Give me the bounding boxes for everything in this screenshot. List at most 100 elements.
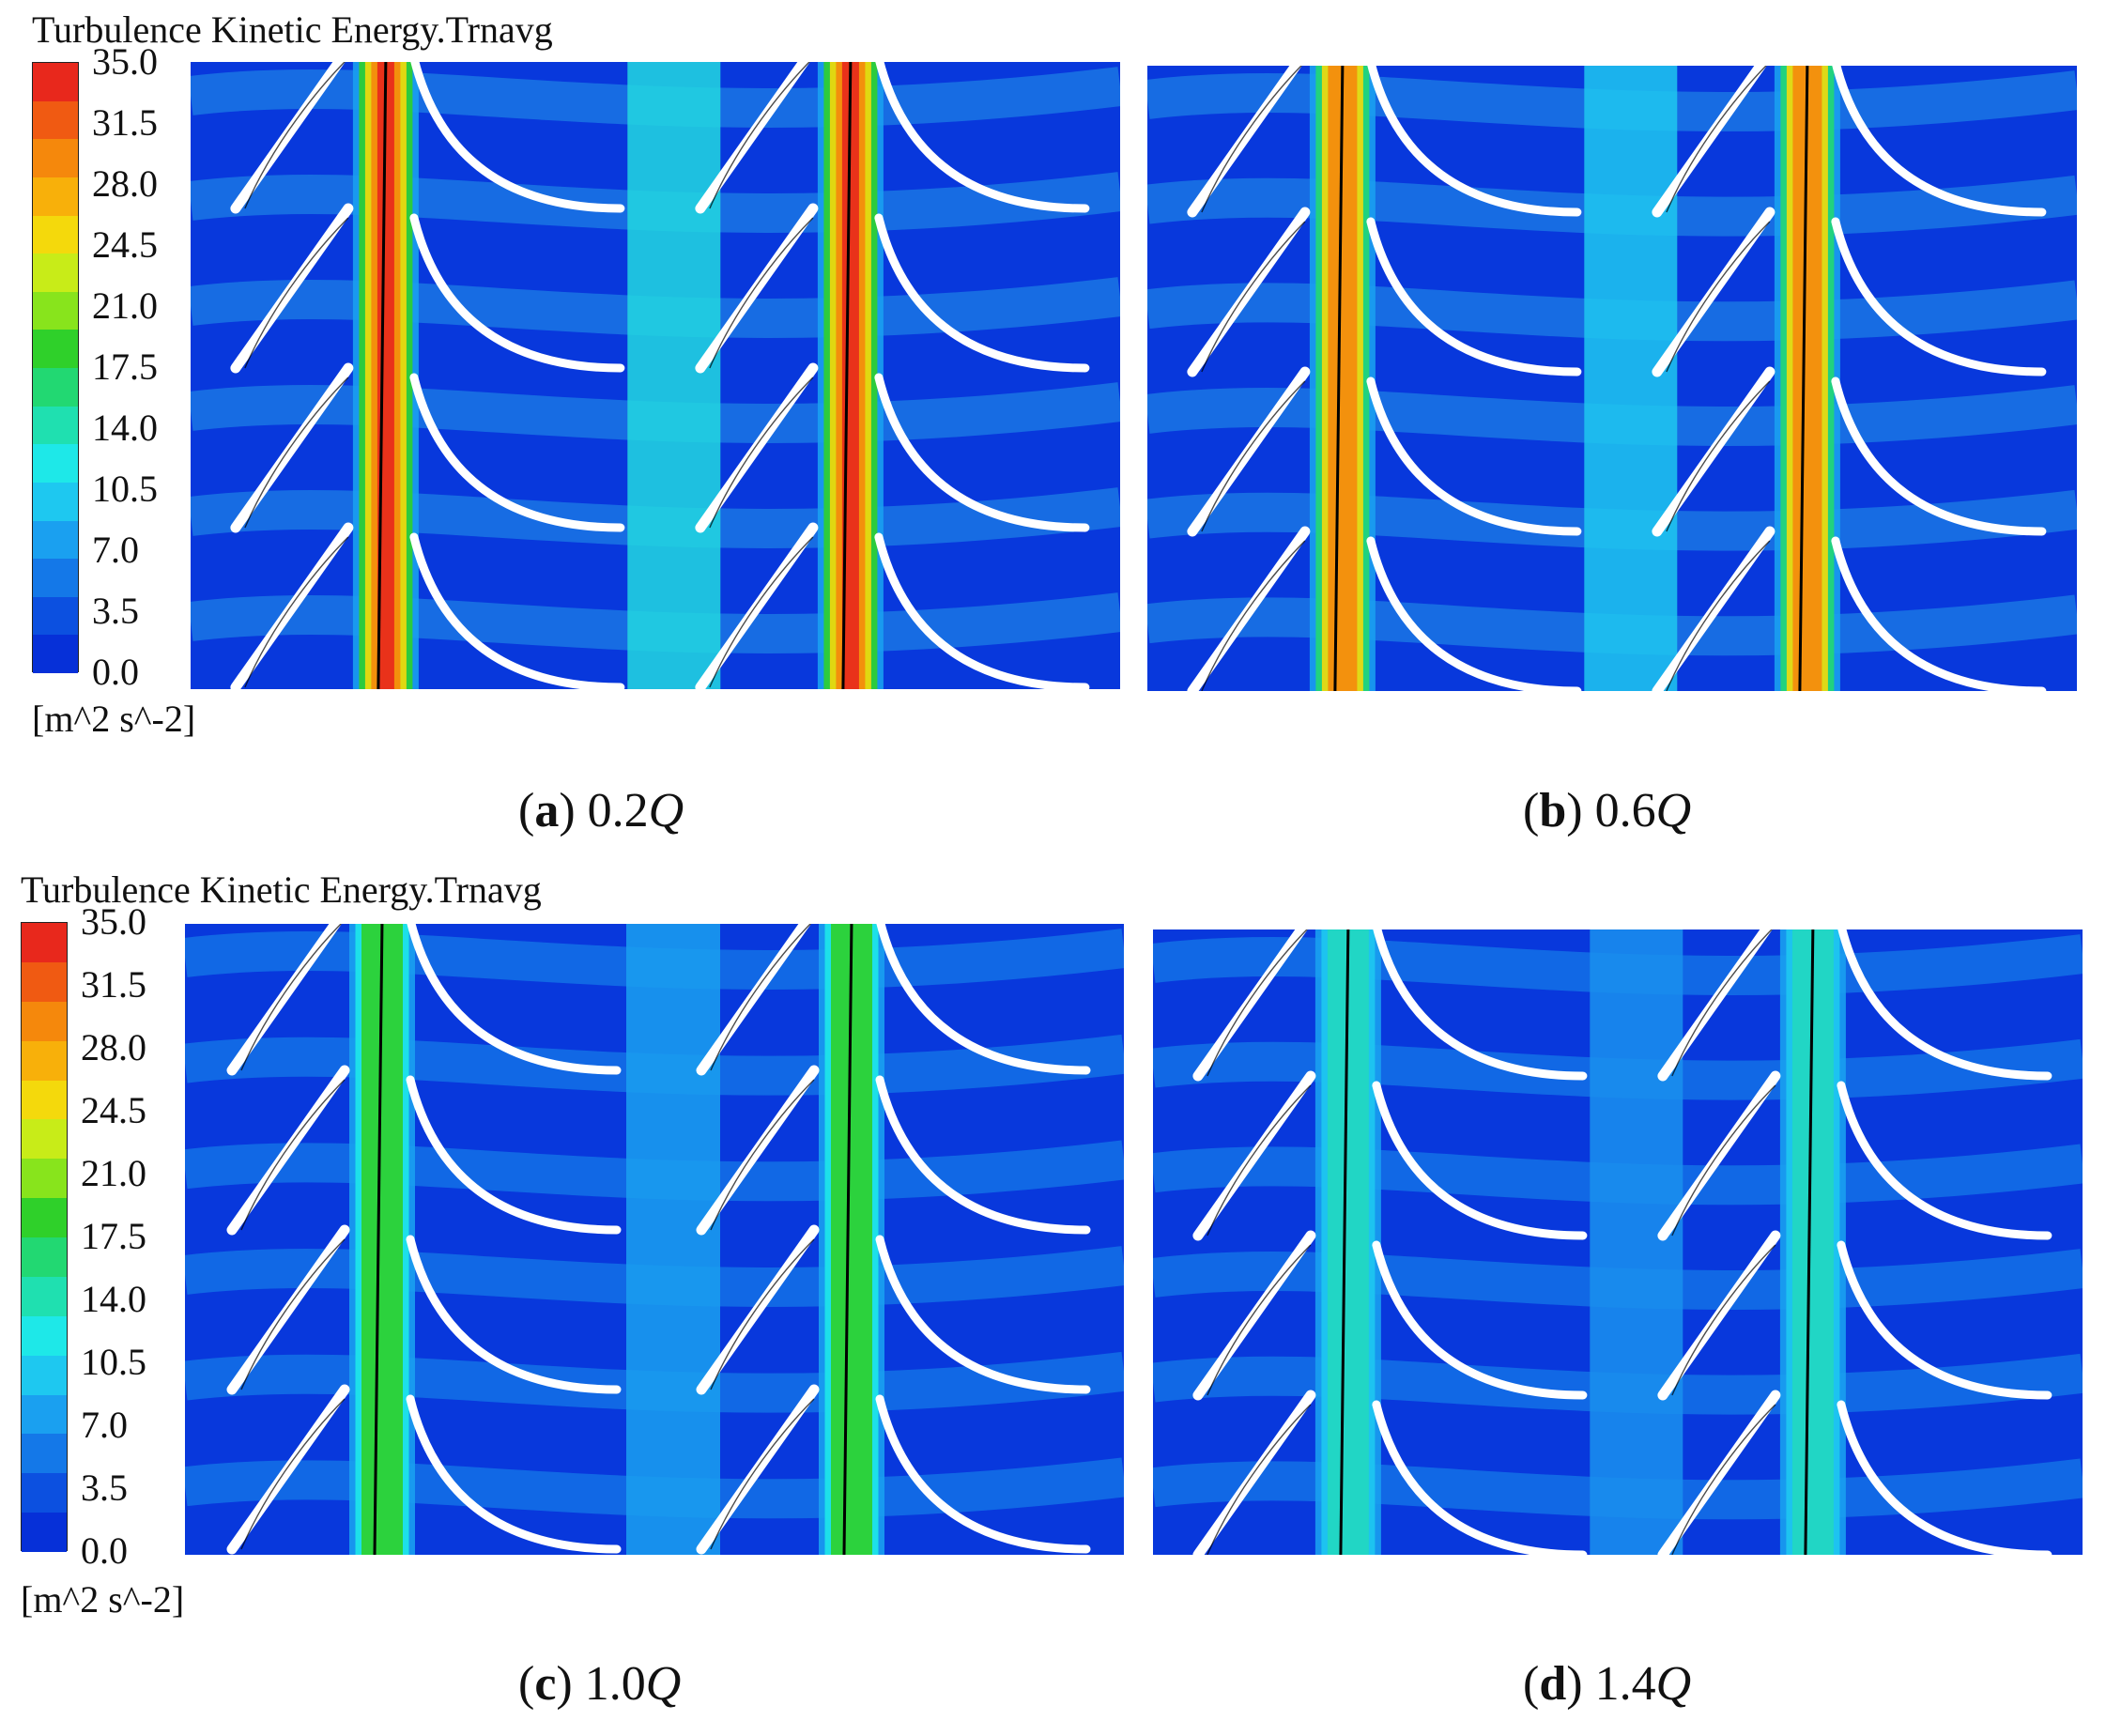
colorbar-segment (22, 1198, 67, 1237)
runner-blade (409, 532, 625, 689)
caption-d-q: Q (1655, 1657, 1692, 1711)
contour-line (240, 1079, 346, 1231)
colorbar-segment (33, 330, 78, 368)
contour-line (244, 217, 349, 369)
runner-blade (1372, 1240, 1588, 1400)
caption-b-letter: b (1539, 784, 1567, 837)
colorbar-segment (22, 961, 67, 1002)
interface-line (1798, 62, 1809, 691)
panel-top-edge (191, 58, 1120, 62)
contour-line (240, 1398, 346, 1550)
runner-blade (875, 1394, 1091, 1554)
colorbar-segment (33, 291, 78, 330)
contour-line (1207, 926, 1312, 1077)
colorbar-tick-label: 7.0 (92, 529, 139, 571)
guide-blade (226, 1384, 350, 1555)
guide-blade (226, 1065, 350, 1236)
contour-line (244, 536, 349, 688)
contour-line (709, 217, 814, 369)
contour-line (710, 1398, 815, 1550)
flow-streak (1147, 385, 2077, 446)
runner-blade (1372, 1081, 1588, 1240)
guide-blade (1652, 62, 1770, 218)
contour-plot (191, 58, 1120, 689)
colorbar-tick-label: 28.0 (92, 162, 158, 205)
interface-line (1333, 62, 1345, 691)
runner-blade (409, 58, 625, 213)
runner-blade (875, 1235, 1091, 1394)
guide-blade (230, 522, 354, 689)
flow-streak (185, 929, 1124, 990)
colorbar-segment (22, 1394, 67, 1435)
contour-line (709, 376, 814, 529)
guide-blade (230, 58, 348, 214)
colorbar-segment (33, 406, 78, 445)
guide-blade (696, 920, 814, 1076)
guide-blade (226, 920, 345, 1076)
guide-blade (695, 522, 819, 689)
runner-blade (409, 373, 625, 532)
colorbar-segment (33, 482, 78, 521)
guide-blade (1187, 366, 1311, 537)
flow-streak (191, 67, 1120, 128)
contour-line (1201, 540, 1306, 691)
colorbar-tick-label: 3.5 (81, 1467, 128, 1509)
colorbar-segment (33, 100, 78, 140)
runner-blade (874, 58, 1090, 213)
colorbar-segment (22, 1434, 67, 1474)
guide-blade (1657, 1230, 1781, 1401)
caption-d-letter: d (1539, 1657, 1567, 1711)
colorbar-tick-label: 14.0 (81, 1278, 146, 1320)
colorbar-top (32, 62, 79, 673)
colorbar-segment (22, 1513, 67, 1552)
colorbar-segment (33, 215, 78, 254)
flow-streak (1153, 934, 2083, 995)
guide-blade (1187, 207, 1311, 377)
colorbar-segment (22, 1001, 67, 1041)
runner-blade (1366, 217, 1582, 376)
colorbar-tick-label: 7.0 (81, 1404, 128, 1446)
caption-b-value: 0.6 (1594, 784, 1656, 837)
interface-line (1339, 926, 1350, 1555)
colorbar-tick-label: 0.0 (81, 1529, 128, 1572)
runner-blade (409, 213, 625, 373)
caption-c-letter: c (534, 1657, 557, 1711)
colorbar-segment (22, 1355, 67, 1395)
colorbar-segment (22, 1080, 67, 1120)
runner-blade (1831, 62, 2047, 217)
contour-line (1201, 221, 1306, 373)
contour-line (1207, 1084, 1312, 1237)
runner-blade (1831, 376, 2047, 536)
caption-a-letter: a (534, 784, 560, 837)
colorbar-segment (33, 63, 78, 101)
caption-d-value: 1.4 (1594, 1657, 1656, 1711)
colorbar-tick-label: 21.0 (92, 284, 158, 327)
guide-blade (696, 1065, 820, 1236)
runner-blade (1366, 62, 1582, 217)
colorbar-segment (22, 1276, 67, 1316)
contour-line (1666, 221, 1771, 373)
guide-blade (230, 362, 354, 533)
guide-blade (230, 203, 354, 374)
guide-blade (1652, 207, 1775, 377)
colorbar-segment (33, 520, 78, 560)
runner-blade (874, 373, 1090, 532)
contour-line (1671, 1084, 1776, 1237)
contour-line (244, 58, 349, 209)
colorbar-bottom (21, 922, 68, 1552)
interface-region (626, 920, 720, 1555)
colorbar-segment (33, 253, 78, 292)
guide-blade (696, 1384, 820, 1555)
contour-line (710, 1238, 815, 1390)
interface-line (1804, 926, 1815, 1555)
runner-blade (406, 1235, 622, 1394)
runner-blade (875, 920, 1091, 1075)
contour-line (710, 1079, 815, 1231)
contour-panel-a (191, 58, 1120, 689)
flow-streak (1153, 1249, 2083, 1310)
contour-line (240, 1238, 346, 1390)
colorbar-tick-label: 31.5 (92, 101, 158, 144)
colorbar-segment (22, 1040, 67, 1081)
colorbar-segment (33, 368, 78, 407)
caption-a-value: 0.2 (587, 784, 649, 837)
